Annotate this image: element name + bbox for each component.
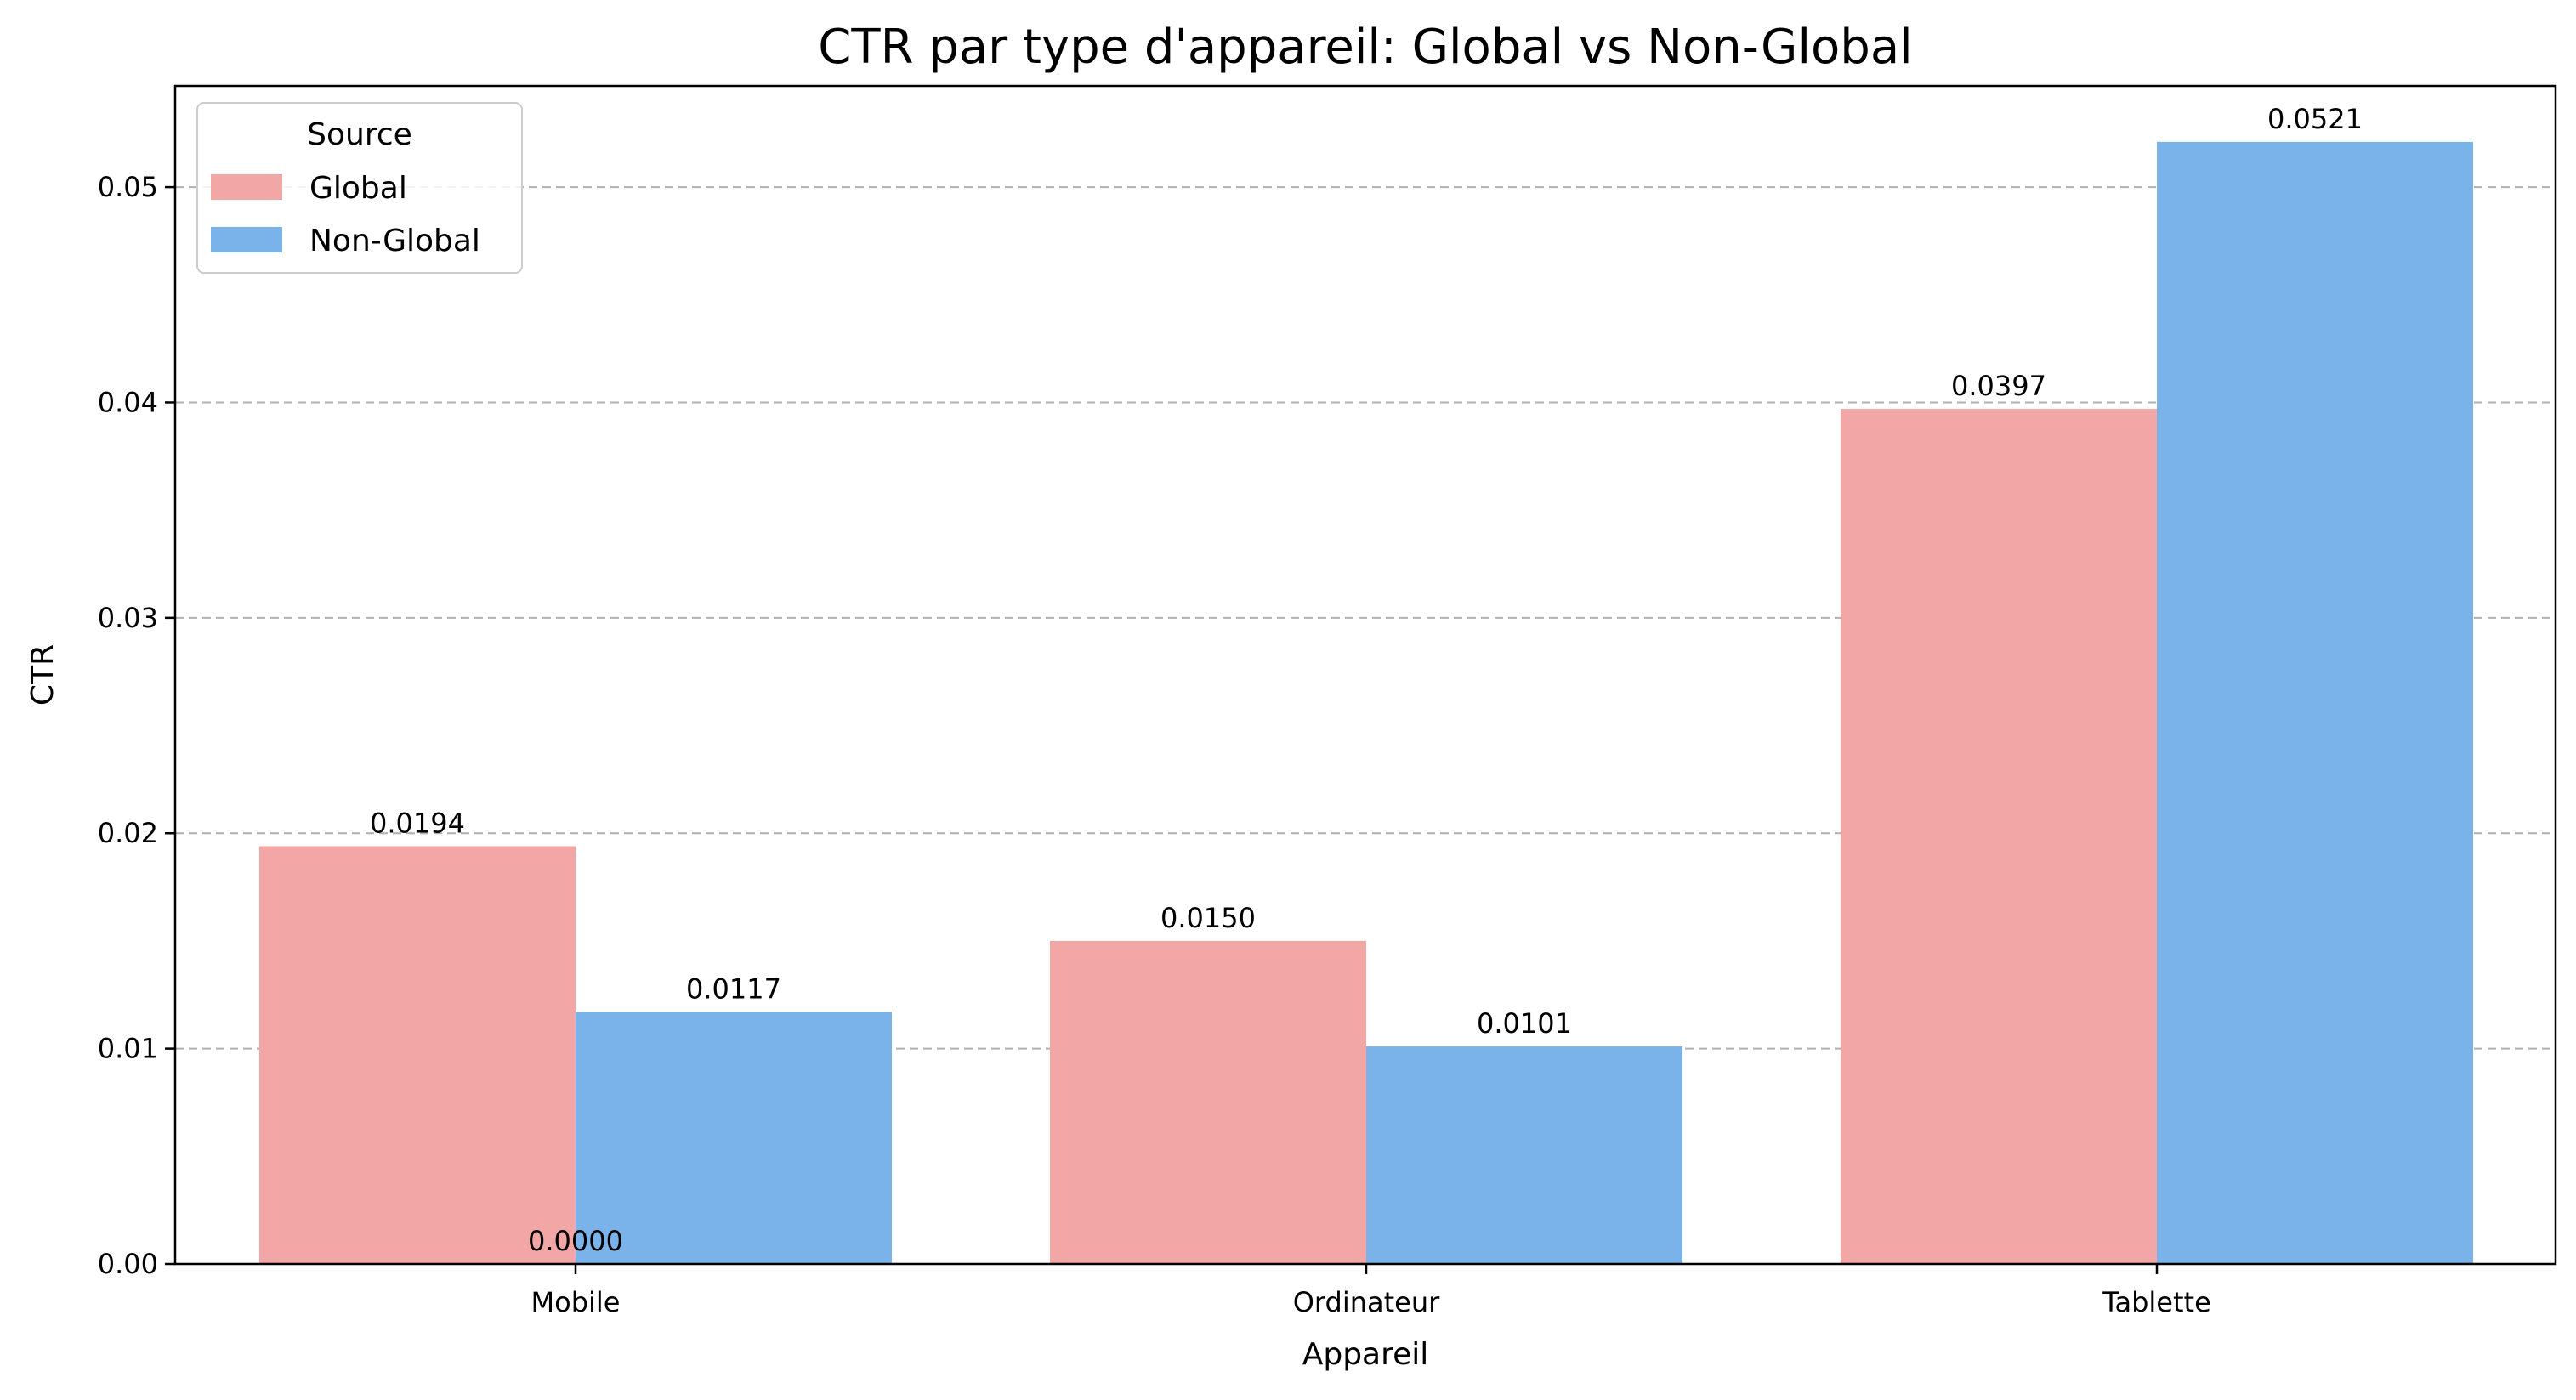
y-tick-label: 0.03 xyxy=(98,602,158,634)
y-tick-label: 0.05 xyxy=(98,171,158,203)
y-tick-label: 0.02 xyxy=(98,817,158,849)
legend-swatch-non-global xyxy=(211,227,282,252)
chart-title: CTR par type d'appareil: Global vs Non-G… xyxy=(818,20,1912,75)
x-axis-ticks: Mobile Ordinateur Tablette xyxy=(531,1264,2211,1318)
bar-value-label: 0.0150 xyxy=(1160,902,1256,934)
bar-value-label: 0.0194 xyxy=(370,807,465,839)
bar-value-label: 0.0117 xyxy=(686,973,781,1006)
legend-swatch-global xyxy=(211,174,282,200)
bar-value-label: 0.0397 xyxy=(1951,370,2046,402)
bar-non-global-ordinateur xyxy=(1366,1046,1682,1264)
legend-label-global: Global xyxy=(309,171,407,206)
bar-non-global-mobile xyxy=(576,1012,892,1264)
bar-global-tablette xyxy=(1841,409,2157,1264)
legend: Source Global Non-Global xyxy=(196,102,523,274)
x-tick-label: Tablette xyxy=(2102,1286,2211,1318)
bar-global-mobile xyxy=(259,846,576,1264)
bar-labels: 0.0194 0.0117 0.0150 0.0101 0.0397 0.0521 0.00… xyxy=(370,103,2363,1257)
bars xyxy=(259,141,2473,1264)
y-tick-label: 0.01 xyxy=(98,1033,158,1065)
y-tick-label: 0.00 xyxy=(98,1248,158,1280)
y-tick-label: 0.04 xyxy=(98,386,158,418)
bar-value-label: 0.0101 xyxy=(1477,1007,1572,1040)
bar-value-label-extra: 0.0000 xyxy=(528,1225,623,1257)
y-axis-ticks: 0.00 0.01 0.02 0.03 0.04 0.05 xyxy=(98,171,175,1280)
bar-value-label: 0.0521 xyxy=(2267,103,2363,135)
x-tick-label: Mobile xyxy=(531,1286,621,1318)
legend-title: Source xyxy=(307,117,412,152)
x-axis-title: Appareil xyxy=(1302,1337,1429,1372)
y-axis-title: CTR xyxy=(26,644,60,706)
bar-non-global-tablette xyxy=(2157,141,2473,1264)
bar-global-ordinateur xyxy=(1050,940,1366,1264)
x-tick-label: Ordinateur xyxy=(1293,1286,1440,1318)
legend-label-non-global: Non-Global xyxy=(309,224,480,258)
